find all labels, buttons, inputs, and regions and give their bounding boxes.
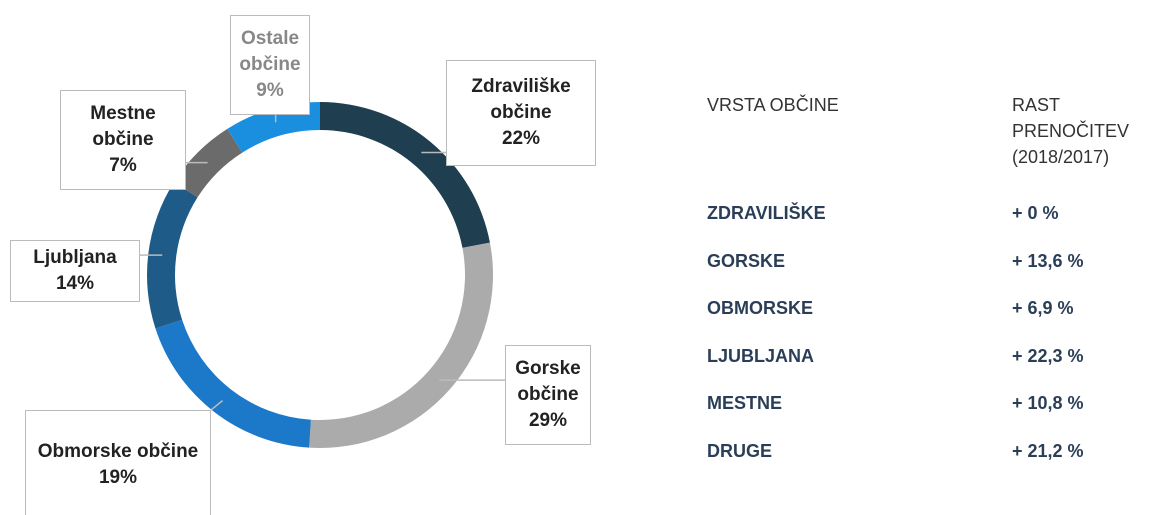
slice-name: Ostale občine (239, 28, 301, 75)
table-cell: MESTNE (707, 393, 783, 413)
table-cell: LJUBLJANA (707, 345, 815, 366)
table-cell: + 0 % (1012, 203, 1059, 223)
donut-slice (147, 182, 198, 329)
slice-name: Obmorske občine (37, 441, 199, 462)
slice-label: Ljubljana 14% (10, 240, 140, 302)
donut-slice (173, 128, 243, 198)
slice-label: Mestne občine 7% (60, 90, 186, 190)
slice-value: 29% (528, 410, 568, 431)
slice-value: 14% (55, 273, 95, 294)
slice-name: Gorske občine (515, 358, 581, 405)
slice-label: Obmorske občine 19% (25, 410, 211, 515)
table-header: RAST PRENOČITEV (2018/2017) (1012, 95, 1130, 167)
slice-value: 19% (98, 467, 138, 488)
table-cell: + 13,6 % (1012, 250, 1084, 271)
table-cell: + 6,9 % (1012, 298, 1074, 318)
table-cell: + 21,2 % (1012, 440, 1084, 461)
slice-name: Mestne občine (90, 103, 156, 150)
table-cell: + 10,8 % (1012, 393, 1084, 413)
slice-label: Zdraviliške občine 22% (446, 60, 596, 166)
table-cell: ZDRAVILIŠKE (707, 203, 826, 223)
table-cell: OBMORSKE (707, 298, 814, 318)
slice-name: Ljubljana (33, 247, 117, 268)
table-header: VRSTA OBČINE (707, 95, 839, 115)
slice-value: 7% (109, 155, 137, 176)
table-cell: + 22,3 % (1012, 345, 1084, 366)
slice-value: 22% (501, 128, 541, 149)
slice-label: Ostale občine 9% (230, 15, 310, 115)
donut-slice (309, 242, 494, 449)
donut-slice (320, 102, 490, 248)
slice-label: Gorske občine 29% (505, 345, 591, 445)
slice-value: 9% (256, 80, 284, 101)
slice-name: Zdraviliške občine (471, 76, 571, 123)
donut-slice (155, 319, 311, 448)
table-cell: DRUGE (707, 440, 773, 461)
table-cell: GORSKE (707, 250, 786, 271)
leader-line (210, 400, 224, 411)
